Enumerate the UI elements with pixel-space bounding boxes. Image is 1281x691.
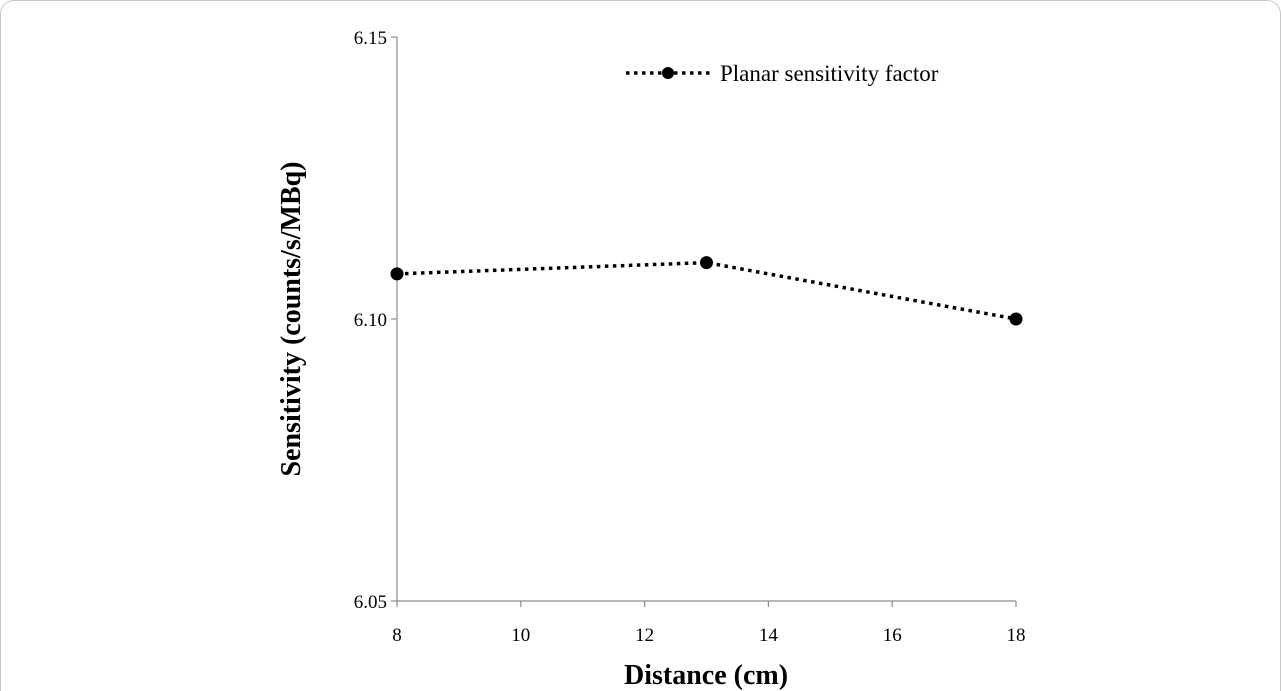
- series-line: [396, 260, 1017, 321]
- x-tick-label: 16: [883, 625, 902, 646]
- x-tick-label: 18: [1007, 625, 1026, 646]
- legend-marker: [662, 67, 674, 79]
- legend: Planar sensitivity factor: [626, 61, 939, 86]
- x-tick-label: 10: [511, 625, 530, 646]
- data-point: [1009, 312, 1023, 326]
- x-axis-title: Distance (cm): [624, 660, 788, 691]
- series: [390, 256, 1023, 326]
- y-tick-label: 6.05: [354, 592, 387, 613]
- x-tick-label: 12: [635, 625, 654, 646]
- x-tick-label: 8: [392, 625, 402, 646]
- y-tick-label: 6.10: [354, 310, 387, 331]
- y-axis-title: Sensitivity (counts/s/MBq): [276, 161, 307, 476]
- data-point: [700, 256, 713, 270]
- legend-label: Planar sensitivity factor: [720, 61, 939, 86]
- ticks: 8 10 12 14 16 18 6.05 6.10 6.15: [354, 28, 1026, 646]
- data-point: [390, 267, 404, 281]
- y-tick-label: 6.15: [354, 28, 387, 49]
- x-tick-label: 14: [759, 625, 779, 646]
- axes: [396, 37, 1016, 602]
